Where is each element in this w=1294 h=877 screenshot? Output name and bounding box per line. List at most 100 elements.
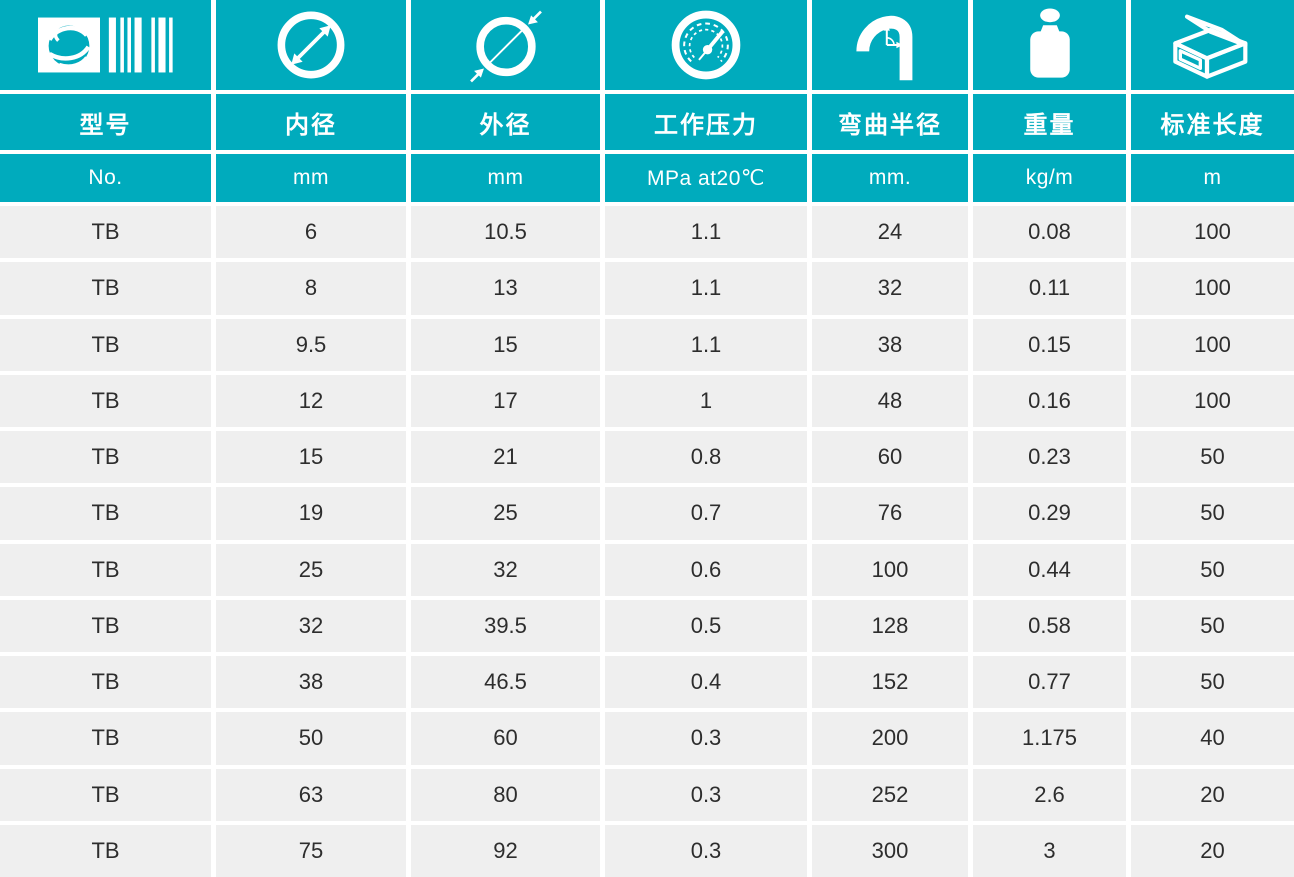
- spec-cell-inner-diameter: 15: [216, 431, 406, 484]
- spec-cell-outer-diameter: 15: [411, 318, 600, 371]
- spec-cell-bend-radius: 128: [812, 599, 968, 652]
- spec-cell-inner-diameter: 8: [216, 262, 406, 315]
- column-label-bend-radius: 弯曲半径: [812, 94, 968, 150]
- column-unit-model: No.: [0, 154, 211, 202]
- bend-radius-icon: [850, 5, 930, 85]
- spec-cell-outer-diameter: 32: [411, 543, 600, 596]
- spec-cell-model: TB: [0, 768, 211, 821]
- spec-cell-bend-radius: 24: [812, 206, 968, 259]
- spec-cell-standard-length: 100: [1131, 374, 1294, 427]
- spec-cell-inner-diameter: 38: [216, 656, 406, 709]
- column-label-weight: 重量: [973, 94, 1126, 150]
- spec-cell-standard-length: 50: [1131, 543, 1294, 596]
- weight-icon: [1012, 7, 1088, 83]
- spec-cell-model: TB: [0, 431, 211, 484]
- spec-cell-weight: 0.15: [973, 318, 1126, 371]
- spec-cell-working-pressure: 1.1: [605, 206, 807, 259]
- spec-cell-bend-radius: 152: [812, 656, 968, 709]
- column-icon-cell-model: [0, 0, 211, 90]
- spec-cell-model: TB: [0, 824, 211, 877]
- spec-cell-weight: 0.23: [973, 431, 1126, 484]
- spec-cell-bend-radius: 100: [812, 543, 968, 596]
- column-icon-cell-inner-diameter: [216, 0, 406, 90]
- spec-cell-standard-length: 100: [1131, 318, 1294, 371]
- spec-cell-working-pressure: 1.1: [605, 318, 807, 371]
- outer-diameter-icon: [468, 7, 544, 83]
- column-label-outer-diameter: 外径: [411, 94, 600, 150]
- column-icon-cell-bend-radius: [812, 0, 968, 90]
- spec-cell-weight: 0.29: [973, 487, 1126, 540]
- spec-cell-standard-length: 20: [1131, 824, 1294, 877]
- spec-cell-model: TB: [0, 262, 211, 315]
- spec-cell-working-pressure: 0.3: [605, 824, 807, 877]
- package-box-icon: [1167, 10, 1259, 80]
- spec-cell-standard-length: 50: [1131, 599, 1294, 652]
- spec-cell-working-pressure: 0.3: [605, 768, 807, 821]
- spec-cell-model: TB: [0, 599, 211, 652]
- spec-cell-bend-radius: 300: [812, 824, 968, 877]
- column-label-model: 型号: [0, 94, 211, 150]
- spec-cell-model: TB: [0, 487, 211, 540]
- spec-cell-inner-diameter: 19: [216, 487, 406, 540]
- spec-cell-working-pressure: 0.4: [605, 656, 807, 709]
- spec-cell-standard-length: 40: [1131, 712, 1294, 765]
- spec-cell-inner-diameter: 63: [216, 768, 406, 821]
- spec-cell-model: TB: [0, 206, 211, 259]
- spec-cell-working-pressure: 0.6: [605, 543, 807, 596]
- column-icon-cell-weight: [973, 0, 1126, 90]
- spec-cell-standard-length: 50: [1131, 431, 1294, 484]
- spec-cell-outer-diameter: 92: [411, 824, 600, 877]
- inner-diameter-icon: [273, 7, 349, 83]
- spec-cell-bend-radius: 200: [812, 712, 968, 765]
- spec-cell-inner-diameter: 25: [216, 543, 406, 596]
- column-unit-bend-radius: mm.: [812, 154, 968, 202]
- spec-cell-outer-diameter: 21: [411, 431, 600, 484]
- column-unit-weight: kg/m: [973, 154, 1126, 202]
- spec-cell-weight: 0.44: [973, 543, 1126, 596]
- spec-cell-standard-length: 50: [1131, 487, 1294, 540]
- spec-cell-working-pressure: 1.1: [605, 262, 807, 315]
- spec-cell-standard-length: 100: [1131, 262, 1294, 315]
- spec-cell-outer-diameter: 17: [411, 374, 600, 427]
- column-icon-cell-working-pressure: [605, 0, 807, 90]
- spec-cell-weight: 0.77: [973, 656, 1126, 709]
- spec-cell-model: TB: [0, 712, 211, 765]
- spec-cell-inner-diameter: 9.5: [216, 318, 406, 371]
- spec-cell-standard-length: 100: [1131, 206, 1294, 259]
- spec-cell-bend-radius: 252: [812, 768, 968, 821]
- spec-cell-outer-diameter: 60: [411, 712, 600, 765]
- logo-barcode-icon: [38, 14, 173, 76]
- spec-cell-standard-length: 20: [1131, 768, 1294, 821]
- spec-cell-outer-diameter: 46.5: [411, 656, 600, 709]
- spec-cell-standard-length: 50: [1131, 656, 1294, 709]
- spec-cell-bend-radius: 48: [812, 374, 968, 427]
- spec-cell-model: TB: [0, 543, 211, 596]
- spec-cell-inner-diameter: 75: [216, 824, 406, 877]
- spec-cell-bend-radius: 32: [812, 262, 968, 315]
- column-icon-cell-standard-length: [1131, 0, 1294, 90]
- column-unit-outer-diameter: mm: [411, 154, 600, 202]
- spec-cell-outer-diameter: 39.5: [411, 599, 600, 652]
- spec-cell-outer-diameter: 80: [411, 768, 600, 821]
- column-unit-inner-diameter: mm: [216, 154, 406, 202]
- spec-cell-weight: 0.11: [973, 262, 1126, 315]
- spec-cell-weight: 1.175: [973, 712, 1126, 765]
- spec-cell-inner-diameter: 32: [216, 599, 406, 652]
- column-icon-cell-outer-diameter: [411, 0, 600, 90]
- spec-cell-inner-diameter: 50: [216, 712, 406, 765]
- spec-cell-weight: 2.6: [973, 768, 1126, 821]
- spec-cell-model: TB: [0, 656, 211, 709]
- spec-cell-bend-radius: 38: [812, 318, 968, 371]
- spec-cell-bend-radius: 60: [812, 431, 968, 484]
- spec-cell-working-pressure: 0.8: [605, 431, 807, 484]
- spec-cell-weight: 3: [973, 824, 1126, 877]
- spec-cell-weight: 0.58: [973, 599, 1126, 652]
- spec-cell-bend-radius: 76: [812, 487, 968, 540]
- spec-cell-outer-diameter: 13: [411, 262, 600, 315]
- spec-cell-inner-diameter: 12: [216, 374, 406, 427]
- spec-cell-working-pressure: 0.3: [605, 712, 807, 765]
- column-unit-standard-length: m: [1131, 154, 1294, 202]
- spec-cell-working-pressure: 0.7: [605, 487, 807, 540]
- spec-cell-working-pressure: 1: [605, 374, 807, 427]
